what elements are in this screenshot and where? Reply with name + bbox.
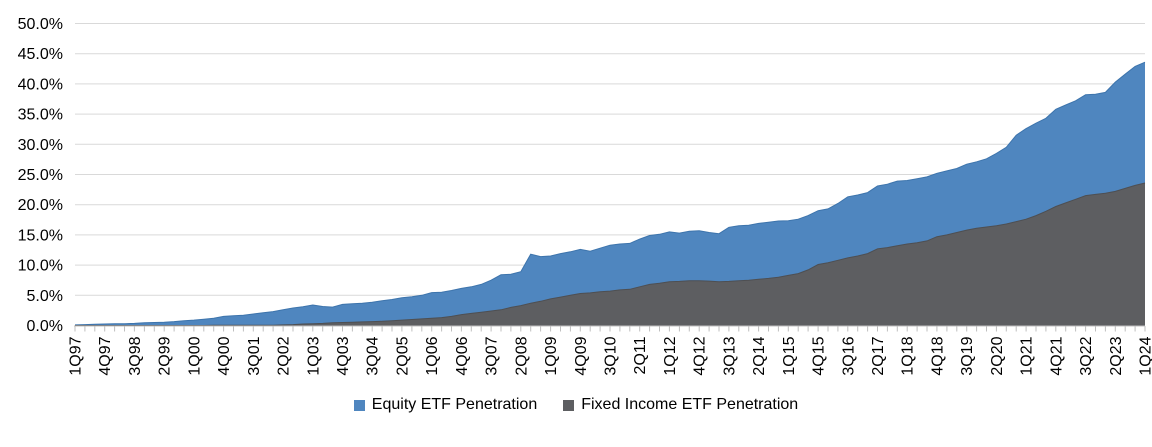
legend-item-equity: Equity ETF Penetration bbox=[353, 396, 538, 414]
y-tick-label: 35.0% bbox=[18, 107, 63, 124]
y-tick-label: 15.0% bbox=[18, 227, 63, 244]
x-tick-label: 3Q98 bbox=[127, 336, 144, 375]
area-fixed-income bbox=[75, 183, 1145, 326]
x-tick-label: 2Q05 bbox=[394, 336, 411, 375]
equity-legend-label: Equity ETF Penetration bbox=[371, 396, 538, 413]
x-tick-label: 1Q00 bbox=[186, 336, 203, 375]
x-tick-label: 1Q24 bbox=[1138, 336, 1152, 375]
x-tick-label: 3Q16 bbox=[840, 336, 857, 375]
x-tick-label: 1Q06 bbox=[424, 336, 441, 375]
y-tick-label: 50.0% bbox=[18, 16, 63, 33]
x-tick-label: 2Q99 bbox=[157, 336, 174, 375]
y-tick-label: 25.0% bbox=[18, 167, 63, 184]
x-tick-label: 2Q17 bbox=[870, 336, 887, 375]
x-tick-label: 4Q00 bbox=[216, 336, 233, 375]
x-tick-label: 4Q06 bbox=[454, 336, 471, 375]
etf-penetration-area-chart: 50.0% 45.0% 40.0% 35.0% 30.0% 25.0% 20.0% 15.0%… bbox=[18, 16, 1152, 376]
fixed-income-legend-label: Fixed Income ETF Penetration bbox=[581, 396, 799, 413]
x-tick-label: 1Q12 bbox=[662, 336, 679, 375]
x-tick-label: 1Q21 bbox=[1019, 336, 1036, 375]
y-tick-label: 20.0% bbox=[18, 197, 63, 214]
fixed-income-legend-swatch-icon bbox=[563, 399, 575, 411]
x-tick-label: 4Q15 bbox=[811, 336, 828, 375]
x-tick-label: 3Q01 bbox=[246, 336, 263, 375]
x-tick-label: 3Q19 bbox=[959, 336, 976, 375]
x-tick-label: 4Q97 bbox=[97, 336, 114, 375]
x-tick-label: 1Q15 bbox=[781, 336, 798, 375]
area-fixed-income-edge bbox=[75, 182, 1146, 326]
x-tick-label: 1Q18 bbox=[900, 336, 917, 375]
x-tick-label: 4Q21 bbox=[1048, 336, 1065, 375]
x-tick-label: 2Q20 bbox=[989, 336, 1006, 375]
legend-item-fixed-income: Fixed Income ETF Penetration bbox=[563, 396, 798, 414]
x-tick-label: 3Q04 bbox=[365, 336, 382, 375]
y-tick-label: 5.0% bbox=[27, 288, 63, 305]
area-equity-edge bbox=[74, 61, 1146, 326]
x-tick-label: 1Q09 bbox=[543, 336, 560, 375]
x-tick-label: 2Q11 bbox=[632, 336, 649, 374]
x-tick-label: 3Q22 bbox=[1078, 336, 1095, 375]
x-tick-label: 1Q03 bbox=[305, 336, 322, 375]
chart-legend: Equity ETF Penetration Fixed Income ETF … bbox=[0, 396, 1152, 414]
x-tick-label: 2Q23 bbox=[1108, 336, 1125, 375]
x-tick-label: 2Q08 bbox=[513, 336, 530, 375]
x-tick-label: 4Q09 bbox=[573, 336, 590, 375]
x-tick-label: 4Q18 bbox=[929, 336, 946, 375]
y-tick-label: 30.0% bbox=[18, 137, 63, 154]
x-tick-label: 3Q07 bbox=[484, 336, 501, 375]
y-tick-label: 0.0% bbox=[27, 318, 63, 335]
y-tick-label: 10.0% bbox=[18, 258, 63, 275]
y-tick-label: 45.0% bbox=[18, 46, 63, 63]
equity-legend-swatch-icon bbox=[353, 399, 365, 411]
x-tick-label: 3Q13 bbox=[721, 336, 738, 375]
x-tick-label: 1Q97 bbox=[68, 336, 85, 375]
x-tick-label: 4Q03 bbox=[335, 336, 352, 375]
y-tick-label: 40.0% bbox=[18, 76, 63, 93]
x-tick-label: 2Q14 bbox=[751, 336, 768, 375]
x-tick-label: 3Q10 bbox=[603, 336, 620, 375]
x-tick-label: 2Q02 bbox=[276, 336, 293, 375]
x-tick-label: 4Q12 bbox=[692, 336, 709, 375]
